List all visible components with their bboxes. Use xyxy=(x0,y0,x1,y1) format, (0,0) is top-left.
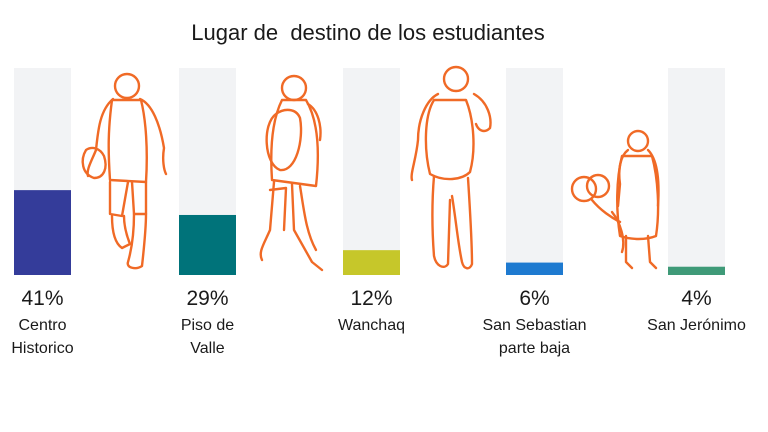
bars-layer xyxy=(14,68,725,275)
student-walking-icon xyxy=(81,72,168,270)
value-label: 12% xyxy=(350,287,392,310)
category-label: Historico xyxy=(11,340,73,357)
category-label: Valle xyxy=(190,340,224,357)
category-label: San Sebastian xyxy=(482,317,586,334)
bar xyxy=(14,190,71,275)
bar xyxy=(179,214,236,275)
labels-layer: 41% Centro Historico 29% Piso de Valle 12% Wanc… xyxy=(11,287,746,357)
category-label: Piso de xyxy=(181,317,234,334)
value-label: 6% xyxy=(519,287,549,310)
bar-track xyxy=(506,68,563,275)
category-label: Wanchaq xyxy=(338,317,405,334)
category-label: parte baja xyxy=(499,340,570,357)
value-label: 4% xyxy=(681,287,711,310)
student-backpack-walking-icon xyxy=(259,74,324,272)
bar-track xyxy=(343,68,400,275)
bar-track xyxy=(668,68,725,275)
category-label: Centro xyxy=(18,317,66,334)
category-label: San Jerónimo xyxy=(647,317,746,334)
bar xyxy=(506,262,563,275)
bar xyxy=(343,250,400,275)
student-backpack-icon xyxy=(410,65,492,270)
bar xyxy=(668,266,725,275)
value-label: 29% xyxy=(186,287,228,310)
child-with-balloons-icon xyxy=(570,129,660,270)
value-label: 41% xyxy=(21,287,63,310)
chart-title: Lugar de destino de los estudiantes xyxy=(191,20,544,45)
